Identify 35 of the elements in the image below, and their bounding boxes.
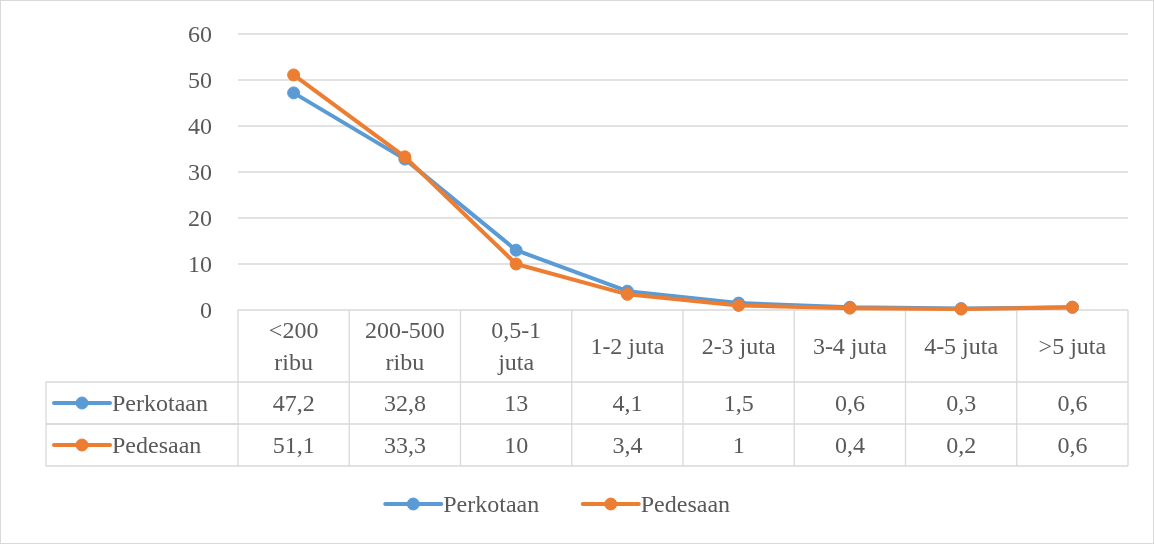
- data-label: 0,4: [834, 432, 865, 459]
- data-label: 47,2: [272, 390, 315, 417]
- data-label: 10: [504, 432, 529, 459]
- data-label: 0,6: [1057, 432, 1088, 459]
- x-tick-label: 4-5 juta: [924, 333, 999, 360]
- text: Pedesaan: [640, 491, 731, 518]
- data-label: 33,3: [383, 432, 426, 459]
- data-label: 3,4: [612, 432, 643, 459]
- x-tick-label: 2-3 juta: [701, 333, 776, 360]
- x-tick-label: 3-4 juta: [812, 333, 888, 360]
- x-tick-label: 200-500 ribu: [364, 317, 445, 376]
- x-tick-label: >5 juta: [1038, 333, 1107, 360]
- data-label: 0,2: [946, 432, 977, 459]
- y-tick-label: 20: [188, 205, 212, 232]
- data-label: 32,8: [383, 390, 426, 417]
- y-tick-label: 0: [200, 297, 212, 324]
- data-label: 13: [504, 390, 529, 417]
- data-label: 0,6: [1057, 390, 1088, 417]
- data-label: 1: [732, 432, 745, 459]
- legend-label: Perkotaan: [112, 390, 208, 417]
- x-tick-label: 0,5-1 juta: [491, 317, 542, 376]
- y-tick-label: 40: [188, 113, 212, 140]
- y-tick-label: 10: [188, 251, 212, 278]
- x-tick-label: <200 ribu: [268, 317, 319, 376]
- x-tick-label: 1-2 juta: [590, 333, 665, 360]
- text: Perkotaan: [443, 491, 540, 518]
- legend-label: Pedesaan: [112, 432, 202, 459]
- data-label: 0,3: [946, 390, 977, 417]
- y-tick-label: 30: [188, 159, 212, 186]
- y-tick-label: 60: [188, 21, 212, 48]
- data-label: 0,6: [834, 390, 865, 417]
- data-label: 4,1: [612, 390, 643, 417]
- data-label: 51,1: [272, 432, 315, 459]
- y-tick-label: 50: [188, 67, 212, 94]
- data-label: 1,5: [723, 390, 754, 417]
